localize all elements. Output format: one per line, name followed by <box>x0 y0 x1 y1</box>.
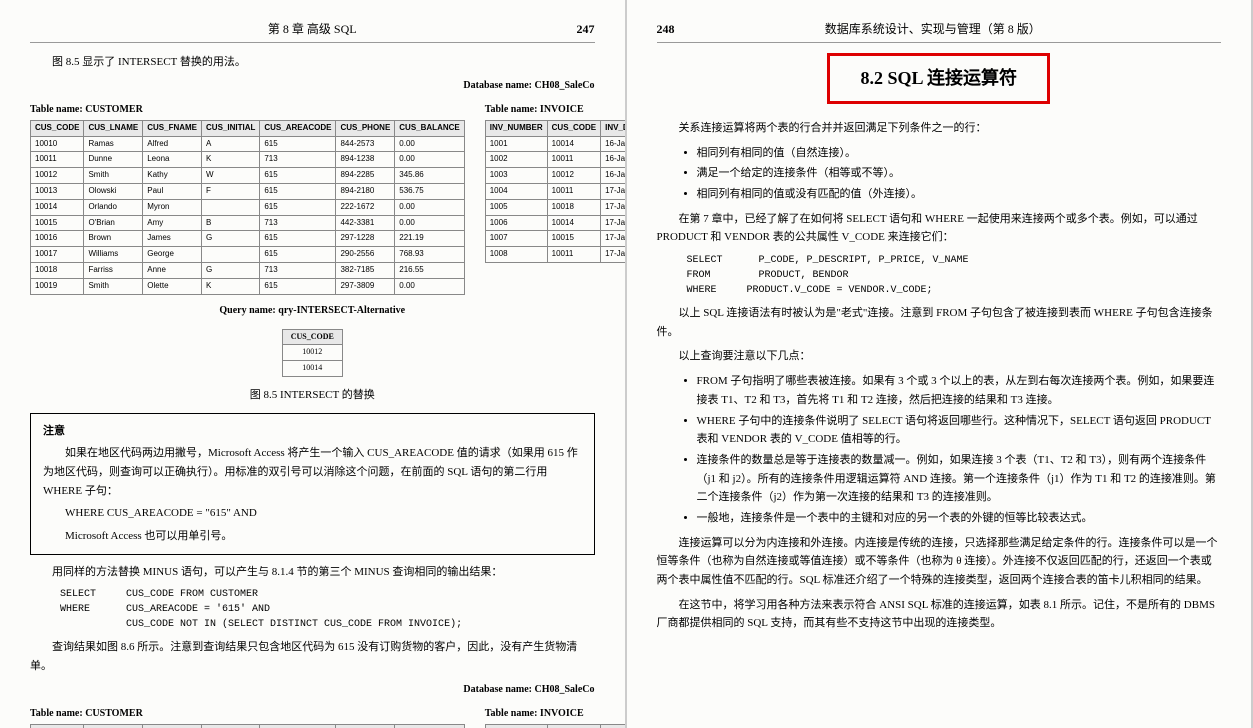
sql-block-1: SELECT CUS_CODE FROM CUSTOMER WHERE CUS_… <box>60 587 595 632</box>
section-title: 8.2 SQL 连接运算符 <box>860 64 1017 93</box>
para2: 用同样的方法替换 MINUS 语句，可以产生与 8.1.4 节的第三个 MINU… <box>30 563 595 582</box>
db-name: Database name: CH08_SaleCo <box>30 78 595 94</box>
section-title-box: 8.2 SQL 连接运算符 <box>827 53 1050 104</box>
r-intro: 关系连接运算将两个表的行合并并返回满足下列条件之一的行： <box>657 119 1222 138</box>
left-page: 第 8 章 高级 SQL 247 图 8.5 显示了 INTERSECT 替换的… <box>0 0 627 728</box>
figure-caption: 图 8.5 INTERSECT 的替换 <box>30 387 595 405</box>
invoice-block: Table name: INVOICE INV_NUMBERCUS_CODEIN… <box>485 102 627 295</box>
invoice-block-2: Table name: INVOICE INV_NUMBERCUS_CODEIN… <box>485 706 627 728</box>
invoice-table: INV_NUMBERCUS_CODEINV_DATE10011001416-Ja… <box>485 120 627 263</box>
notice-p1: 如果在地区代码两边用撇号，Microsoft Access 将产生一个输入 CU… <box>43 444 582 500</box>
notice-p2: Microsoft Access 也可以用单引号。 <box>65 527 582 546</box>
list-item: 相同列有相同的值或没有匹配的值（外连接）。 <box>697 185 1222 204</box>
customer-block: Table name: CUSTOMER CUS_CODECUS_LNAMECU… <box>30 102 465 295</box>
page-header: 第 8 章 高级 SQL 247 <box>30 20 595 43</box>
customer-block-2: Table name: CUSTOMER CUS_CODECUS_LNAMECU… <box>30 706 465 728</box>
r-para1: 在第 7 章中，已经了解了在如何将 SELECT 语句和 WHERE 一起使用来… <box>657 210 1222 247</box>
chapter-title: 第 8 章 高级 SQL <box>268 20 357 39</box>
customer-table-2: CUS_CODECUS_LNAMECUS_FNAMECUS_INITIALCUS… <box>30 724 465 728</box>
invoice-label: Table name: INVOICE <box>485 102 627 118</box>
list-item: WHERE 子句中的连接条件说明了 SELECT 语句将返回哪些行。这种情况下，… <box>697 412 1222 449</box>
list-item: 相同列有相同的值（自然连接）。 <box>697 144 1222 163</box>
page-header-right: 248 数据库系统设计、实现与管理（第 8 版） <box>657 20 1222 43</box>
intro-text: 图 8.5 显示了 INTERSECT 替换的用法。 <box>30 53 595 72</box>
customer-table: CUS_CODECUS_LNAMECUS_FNAMECUS_INITIALCUS… <box>30 120 465 295</box>
top-tables: Table name: CUSTOMER CUS_CODECUS_LNAMECU… <box>30 102 595 295</box>
query-result: CUS_CODE1001210014 <box>30 329 595 377</box>
r-para3: 以上查询要注意以下几点： <box>657 347 1222 366</box>
page-number: 247 <box>357 20 595 39</box>
invoice-label-2: Table name: INVOICE <box>485 706 627 722</box>
r-para5: 在这节中，将学习用各种方法来表示符合 ANSI SQL 标准的连接运算，如表 8… <box>657 596 1222 633</box>
list-item: 一般地，连接条件是一个表中的主键和对应的另一个表的外键的恒等比较表达式。 <box>697 509 1222 528</box>
customer-label-2: Table name: CUSTOMER <box>30 706 465 722</box>
invoice-table-2: INV_NUMBERCUS_CODEINV_DATE10011001416-Ja… <box>485 724 627 728</box>
bullet-list-1: 相同列有相同的值（自然连接）。满足一个给定的连接条件（相等或不等）。相同列有相同… <box>697 144 1222 204</box>
query-table: CUS_CODE1001210014 <box>282 329 343 377</box>
book-title: 数据库系统设计、实现与管理（第 8 版） <box>675 20 1192 39</box>
bullet-list-2: FROM 子句指明了哪些表被连接。如果有 3 个或 3 个以上的表，从左到右每次… <box>697 372 1222 528</box>
list-item: 满足一个给定的连接条件（相等或不等）。 <box>697 164 1222 183</box>
list-item: 连接条件的数量总是等于连接表的数量减一。例如，如果连接 3 个表（T1、T2 和… <box>697 451 1222 507</box>
notice-box: 注意 如果在地区代码两边用撇号，Microsoft Access 将产生一个输入… <box>30 413 595 555</box>
r-para2: 以上 SQL 连接语法有时被认为是"老式"连接。注意到 FROM 子句包含了被连… <box>657 304 1222 341</box>
right-page: 248 数据库系统设计、实现与管理（第 8 版） 8.2 SQL 连接运算符 关… <box>627 0 1253 728</box>
page-number-right: 248 <box>657 20 675 39</box>
para3: 查询结果如图 8.6 所示。注意到查询结果只包含地区代码为 615 没有订购货物… <box>30 638 595 675</box>
r-para4: 连接运算可以分为内连接和外连接。内连接是传统的连接，只选择那些满足给定条件的行。… <box>657 534 1222 590</box>
list-item: FROM 子句指明了哪些表被连接。如果有 3 个或 3 个以上的表，从左到右每次… <box>697 372 1222 409</box>
notice-title: 注意 <box>43 422 582 441</box>
notice-code: WHERE CUS_AREACODE = "615" AND <box>65 504 582 523</box>
customer-label: Table name: CUSTOMER <box>30 102 465 118</box>
bottom-tables: Table name: CUSTOMER CUS_CODECUS_LNAMECU… <box>30 706 595 728</box>
r-sql1: SELECT P_CODE, P_DESCRIPT, P_PRICE, V_NA… <box>687 253 1222 298</box>
db-name-2: Database name: CH08_SaleCo <box>30 682 595 698</box>
query-name: Query name: qry-INTERSECT-Alternative <box>30 303 595 319</box>
